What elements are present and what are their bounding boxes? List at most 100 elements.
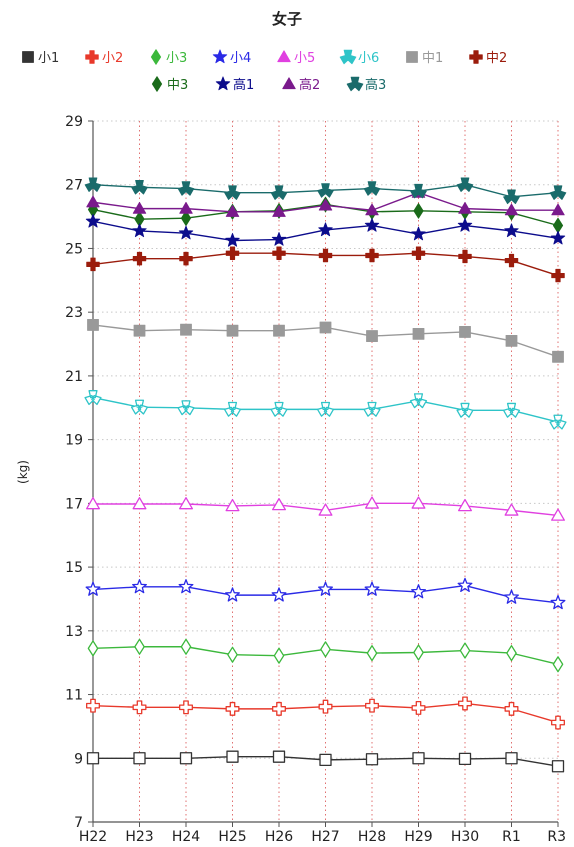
data-point — [177, 181, 195, 196]
data-point — [225, 205, 240, 217]
data-point — [320, 641, 331, 658]
x-tick-label: H27 — [311, 829, 339, 845]
data-point — [366, 330, 378, 342]
legend-label: 小6 — [358, 51, 379, 66]
legend-label: 高3 — [365, 77, 386, 93]
data-point — [363, 181, 381, 196]
data-point — [458, 696, 472, 711]
data-point — [365, 698, 379, 713]
data-point — [270, 401, 288, 417]
data-point — [552, 350, 564, 363]
data-point — [551, 715, 565, 730]
data-point — [130, 399, 149, 415]
legend-item: 中3 — [151, 76, 188, 93]
data-point — [459, 642, 471, 659]
data-point — [86, 698, 100, 713]
legend: 小1 小2 小3 小4 小5 小6 中1 中2 中3 高1 高2 高3 — [22, 49, 507, 93]
series-小6 — [84, 390, 567, 430]
data-point — [551, 268, 565, 283]
data-point — [271, 587, 287, 602]
data-point — [456, 177, 474, 192]
data-point — [85, 213, 101, 228]
data-point — [225, 232, 240, 247]
data-point — [504, 223, 519, 238]
data-point — [132, 579, 147, 594]
data-point — [551, 508, 565, 521]
data-point — [365, 248, 379, 263]
legend-label: 高2 — [299, 77, 320, 93]
data-point — [365, 753, 379, 766]
data-point — [411, 700, 426, 715]
data-point — [224, 185, 241, 200]
data-point — [273, 324, 285, 337]
data-point — [226, 324, 239, 337]
data-point — [550, 230, 566, 245]
data-point — [225, 587, 240, 602]
legend-item: 高1 — [215, 76, 254, 93]
legend-item: 小2 — [85, 50, 123, 66]
y-tick-label: 27 — [65, 178, 83, 194]
legend-marker — [215, 76, 231, 91]
data-point — [272, 497, 286, 511]
y-tick-label: 9 — [74, 751, 83, 767]
y-tick-label: 7 — [74, 815, 83, 831]
legend-label: 小4 — [230, 51, 251, 66]
y-tick-label: 25 — [65, 241, 83, 257]
data-point — [133, 324, 146, 337]
data-point — [551, 760, 565, 773]
data-point — [505, 334, 518, 347]
legend-item: 中1 — [406, 51, 443, 66]
data-point — [179, 700, 193, 715]
data-point — [180, 638, 192, 655]
y-tick-label: 15 — [65, 560, 83, 576]
y-tick-label: 19 — [65, 433, 83, 449]
data-point — [549, 185, 567, 200]
legend-item: 高3 — [346, 76, 386, 93]
legend-label: 小3 — [166, 51, 187, 66]
data-point — [319, 753, 332, 767]
data-point — [179, 752, 193, 765]
data-point — [412, 752, 425, 765]
data-point — [363, 401, 381, 417]
data-point — [458, 249, 472, 264]
chart-title: 女子 — [272, 10, 302, 28]
data-point — [456, 402, 474, 418]
data-point — [132, 251, 147, 266]
data-point — [225, 246, 240, 260]
data-point — [179, 201, 193, 214]
legend-marker — [339, 49, 357, 65]
legend-item: 小6 — [339, 49, 379, 66]
data-point — [318, 222, 333, 237]
data-point — [272, 205, 286, 217]
data-point — [85, 581, 101, 596]
data-point — [506, 645, 517, 662]
data-point — [551, 203, 565, 216]
data-point — [411, 246, 426, 260]
x-tick-label: H23 — [125, 829, 153, 845]
y-axis-label: (kg) — [16, 460, 30, 484]
data-point — [318, 198, 333, 211]
data-point — [84, 390, 102, 406]
series-小4 — [85, 577, 566, 610]
series-高2 — [86, 185, 565, 217]
y-tick-label: 29 — [65, 114, 83, 130]
data-point — [132, 497, 147, 510]
x-tick-label: H29 — [404, 829, 432, 845]
x-tick-label: H22 — [79, 829, 107, 845]
data-point — [412, 327, 425, 340]
data-point — [133, 752, 146, 765]
x-tick-label: R1 — [502, 829, 521, 845]
series-小1 — [86, 750, 565, 773]
legend-label: 中2 — [486, 51, 507, 66]
data-point — [413, 644, 424, 661]
data-point — [504, 253, 519, 268]
data-point — [177, 400, 195, 416]
data-point — [503, 189, 520, 205]
data-point — [180, 210, 192, 227]
x-tick-label: H25 — [218, 829, 246, 845]
data-point — [458, 752, 472, 766]
data-point — [179, 497, 193, 510]
x-tick-label: H26 — [265, 829, 293, 845]
data-point — [180, 323, 192, 336]
